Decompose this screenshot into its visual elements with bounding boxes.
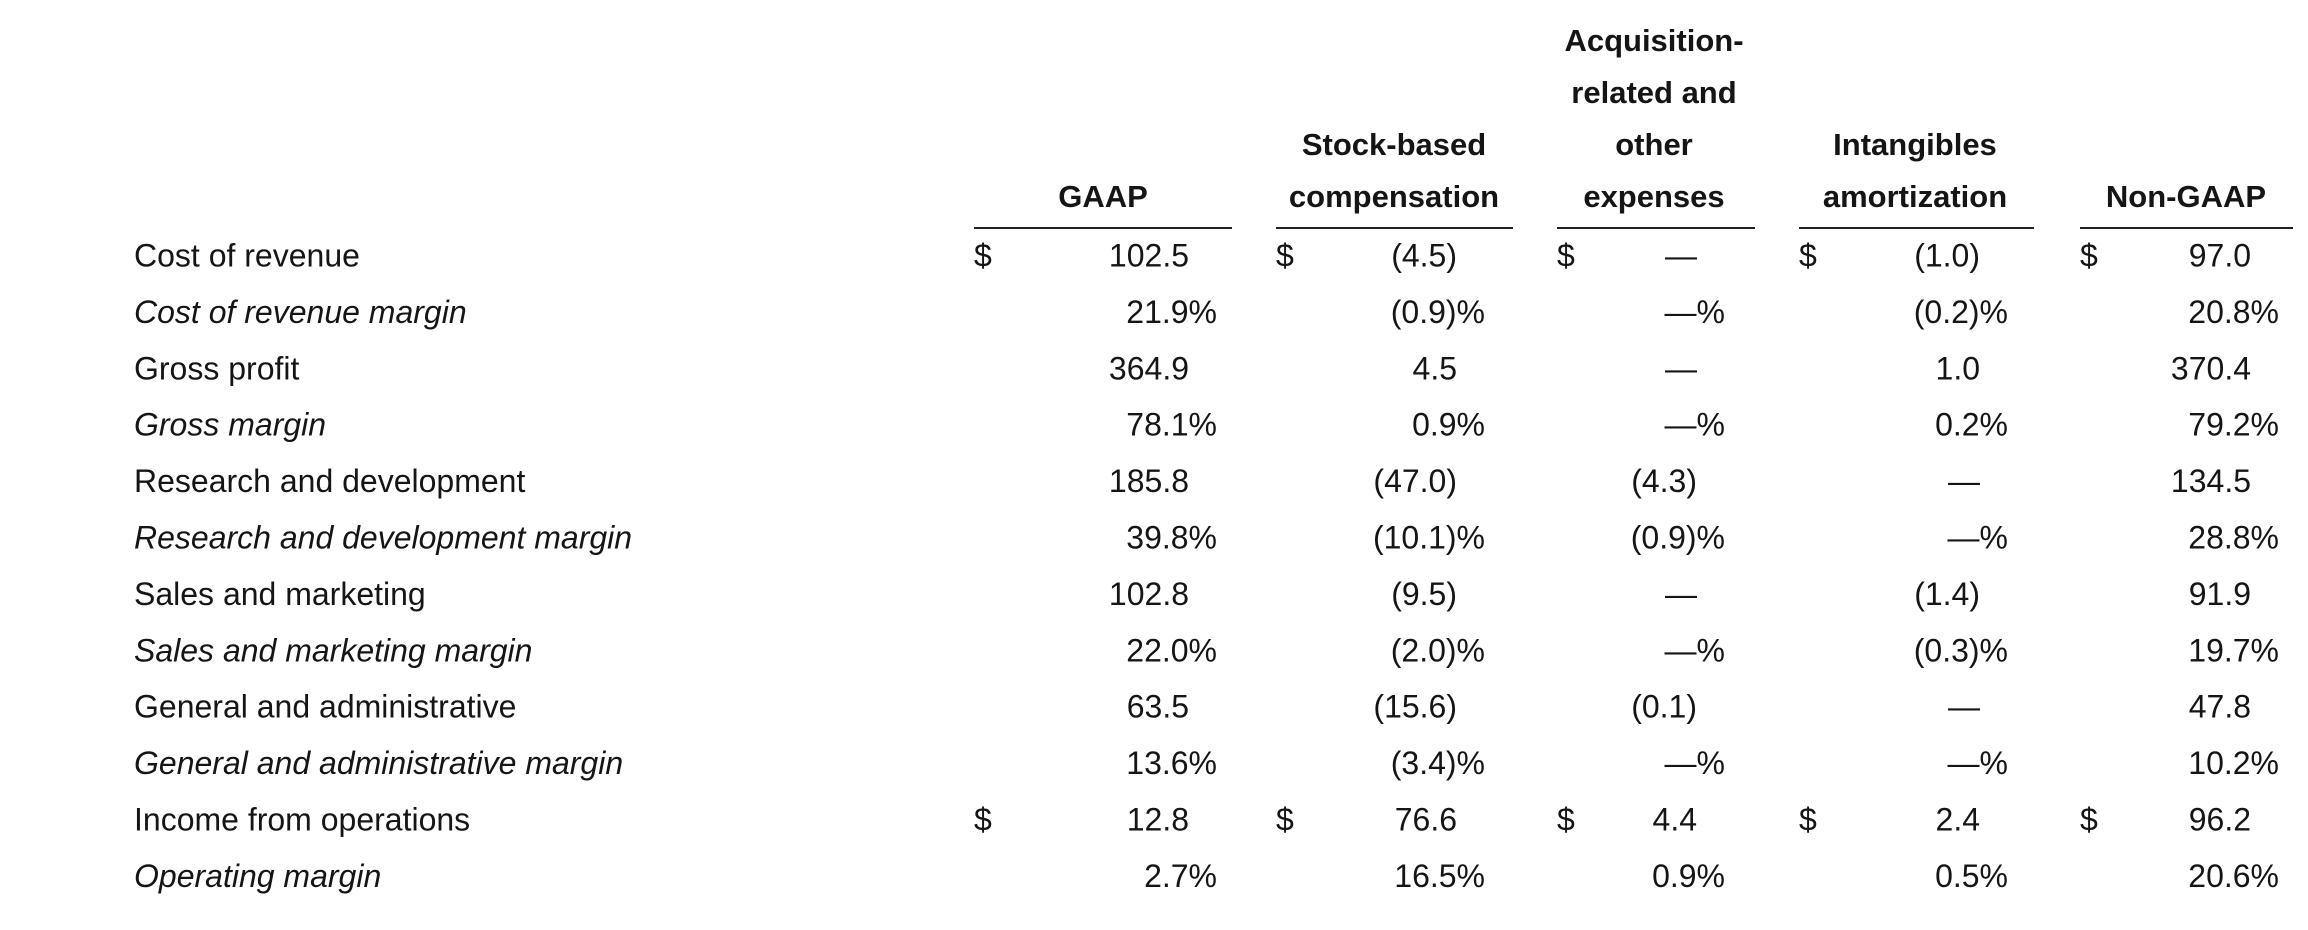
cell-value: 96.2: [2189, 801, 2251, 837]
cell-value: —: [1665, 576, 1697, 612]
cell-value: 2.7%: [1144, 858, 1217, 894]
currency-symbol: $: [2080, 801, 2098, 837]
cell-value: —%: [1665, 745, 1725, 781]
cell-value: 20.8%: [2188, 294, 2279, 330]
column-header: amortization: [1823, 179, 2007, 214]
cell-value: (1.0): [1914, 237, 1980, 273]
column-header: expenses: [1583, 179, 1724, 214]
cell-value: 20.6%: [2188, 858, 2279, 894]
cell-value: 28.8%: [2188, 519, 2279, 555]
row-label: Income from operations: [134, 801, 470, 837]
cell-value: 47.8: [2189, 689, 2251, 725]
cell-value: 76.6: [1395, 801, 1457, 837]
cell-value: 0.9%: [1652, 858, 1725, 894]
row-label: Sales and marketing margin: [134, 632, 532, 668]
cell-value: 16.5%: [1394, 858, 1485, 894]
cell-value: —%: [1948, 519, 2008, 555]
currency-symbol: $: [2080, 237, 2098, 273]
currency-symbol: $: [974, 237, 992, 273]
currency-symbol: $: [974, 801, 992, 837]
column-header: Non-GAAP: [2106, 179, 2266, 214]
row-label: General and administrative: [134, 689, 516, 725]
cell-value: 2.4: [1936, 801, 1980, 837]
row-label: General and administrative margin: [134, 745, 623, 781]
cell-value: 0.5%: [1935, 858, 2008, 894]
currency-symbol: $: [1557, 801, 1575, 837]
cell-value: 19.7%: [2188, 632, 2279, 668]
row-label: Gross profit: [134, 350, 299, 386]
column-header: Stock-based: [1302, 127, 1486, 162]
column-header: Intangibles: [1833, 127, 1997, 162]
cell-value: (4.3): [1631, 463, 1697, 499]
cell-value: 97.0: [2189, 237, 2251, 273]
cell-value: —: [1665, 350, 1697, 386]
cell-value: 4.5: [1413, 350, 1457, 386]
cell-value: (0.9)%: [1391, 294, 1485, 330]
cell-value: 370.4: [2171, 350, 2251, 386]
currency-symbol: $: [1557, 237, 1575, 273]
row-label: Sales and marketing: [134, 576, 426, 612]
row-label: Cost of revenue: [134, 237, 360, 273]
cell-value: (47.0): [1373, 463, 1457, 499]
cell-value: 39.8%: [1126, 519, 1217, 555]
cell-value: —: [1948, 689, 1980, 725]
row-label: Gross margin: [134, 407, 326, 443]
cell-value: (4.5): [1391, 237, 1457, 273]
cell-value: 10.2%: [2188, 745, 2279, 781]
cell-value: —%: [1948, 745, 2008, 781]
cell-value: 91.9: [2189, 576, 2251, 612]
cell-value: —: [1948, 463, 1980, 499]
column-header: compensation: [1289, 179, 1499, 214]
cell-value: 102.5: [1109, 237, 1189, 273]
cell-value: 1.0: [1936, 350, 1980, 386]
cell-value: 102.8: [1109, 576, 1189, 612]
currency-symbol: $: [1799, 801, 1817, 837]
cell-value: 12.8: [1127, 801, 1189, 837]
cell-value: (10.1)%: [1373, 519, 1485, 555]
cell-value: (2.0)%: [1391, 632, 1485, 668]
cell-value: 78.1%: [1126, 407, 1217, 443]
cell-value: (0.3)%: [1914, 632, 2008, 668]
cell-value: (3.4)%: [1391, 745, 1485, 781]
cell-value: —%: [1665, 407, 1725, 443]
row-label: Research and development margin: [134, 519, 632, 555]
cell-value: (15.6): [1373, 689, 1457, 725]
column-header: Acquisition-: [1564, 23, 1743, 58]
cell-value: 79.2%: [2188, 407, 2279, 443]
cell-value: (1.4): [1914, 576, 1980, 612]
currency-symbol: $: [1799, 237, 1817, 273]
currency-symbol: $: [1276, 801, 1294, 837]
cell-value: 134.5: [2171, 463, 2251, 499]
cell-value: (0.9)%: [1631, 519, 1725, 555]
row-label: Cost of revenue margin: [134, 294, 467, 330]
cell-value: —%: [1665, 294, 1725, 330]
cell-value: (9.5): [1391, 576, 1457, 612]
currency-symbol: $: [1276, 237, 1294, 273]
column-header: related and: [1571, 75, 1736, 110]
cell-value: 364.9: [1109, 350, 1189, 386]
cell-value: 0.9%: [1412, 407, 1485, 443]
column-header: other: [1615, 127, 1693, 162]
cell-value: (0.1): [1631, 689, 1697, 725]
cell-value: 21.9%: [1126, 294, 1217, 330]
cell-value: 22.0%: [1126, 632, 1217, 668]
cell-value: —%: [1665, 632, 1725, 668]
cell-value: 13.6%: [1126, 745, 1217, 781]
column-header: GAAP: [1058, 179, 1148, 214]
cell-value: 185.8: [1109, 463, 1189, 499]
row-label: Research and development: [134, 463, 525, 499]
cell-value: 0.2%: [1935, 407, 2008, 443]
cell-value: 63.5: [1127, 689, 1189, 725]
cell-value: 4.4: [1653, 801, 1697, 837]
cell-value: (0.2)%: [1914, 294, 2008, 330]
row-label: Operating margin: [134, 858, 381, 894]
cell-value: —: [1665, 237, 1697, 273]
